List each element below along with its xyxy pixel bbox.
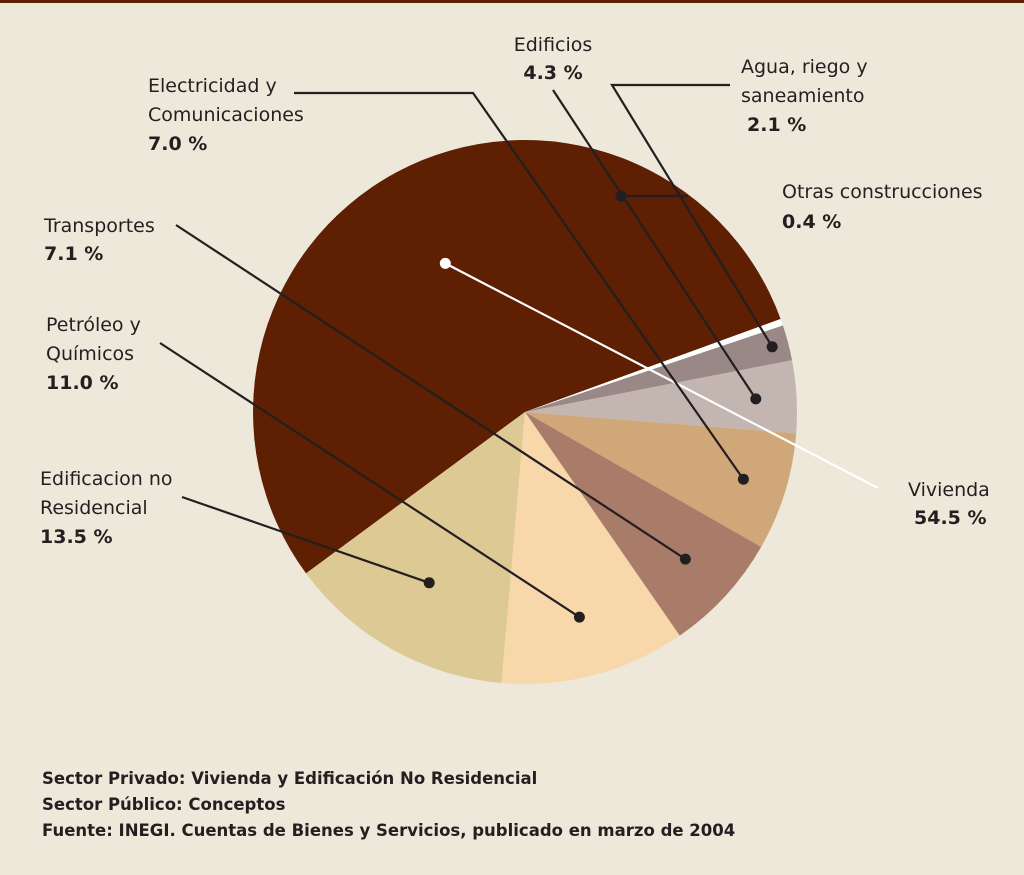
- slice-label-edificacion-no-residencial-line2: Residencial: [40, 497, 148, 519]
- leader-dot-electricidad-y-comunicaciones: [737, 473, 749, 485]
- slice-petroleo-y-quimicos: [501, 412, 680, 684]
- leader-dot-edificacion-no-residencial: [423, 577, 435, 589]
- leader-dot-edificios: [750, 393, 762, 405]
- slice-label-transportes: Transportes: [43, 215, 155, 237]
- leader-dot-agua-riego-y-saneamiento: [766, 341, 778, 353]
- slice-label-electricidad-y-comunicaciones-line1: Electricidad y: [148, 75, 277, 97]
- slice-label-edificacion-no-residencial-line1: Edificacion no: [40, 468, 173, 490]
- slice-vivienda: [253, 140, 781, 574]
- slice-percent-electricidad-y-comunicaciones: 7.0 %: [148, 133, 207, 155]
- slice-labels: Vivienda 54.5 % Edificacion no Residencial 1…: [40, 34, 990, 548]
- leader-line-vivienda: [444, 262, 879, 489]
- slice-label-petroleo-y-quimicos-line2: Químicos: [46, 343, 134, 365]
- slice-label-petroleo-y-quimicos-line1: Petróleo y: [46, 314, 141, 336]
- note-source: Fuente: INEGI. Cuentas de Bienes y Servi…: [42, 821, 736, 840]
- leader-line-petroleo-y-quimicos: [159, 342, 581, 619]
- leader-dot-vivienda: [439, 257, 451, 269]
- slice-percent-edificios: 4.3 %: [523, 62, 582, 84]
- slice-edificios: [525, 360, 797, 434]
- slice-label-vivienda: Vivienda: [908, 479, 990, 501]
- slice-electricidad-y-comunicaciones: [525, 412, 797, 547]
- chart-notes: Sector Privado: Vivienda y Edificación N…: [42, 766, 982, 844]
- slice-percent-transportes: 7.1 %: [44, 243, 103, 265]
- slice-percent-otras-construcciones: 0.4 %: [782, 211, 841, 233]
- leader-line-agua-riego-y-saneamiento: [610, 83, 774, 348]
- slice-label-electricidad-y-comunicaciones-line2: Comunicaciones: [148, 104, 304, 126]
- slice-label-agua-riego-y-saneamiento-line2: saneamiento: [741, 85, 865, 107]
- leader-dot-otras-construcciones: [615, 190, 627, 202]
- slice-label-edificios: Edificios: [514, 34, 593, 56]
- slice-edificacion-no-residencial: [306, 412, 525, 683]
- leader-line-transportes: [175, 224, 687, 561]
- slice-label-otras-construcciones: Otras construcciones: [782, 181, 983, 203]
- slice-percent-agua-riego-y-saneamiento: 2.1 %: [747, 114, 806, 136]
- leader-dot-transportes: [679, 553, 691, 565]
- top-accent-rule: [0, 0, 1024, 3]
- slice-percent-vivienda: 54.5 %: [914, 507, 987, 529]
- leader-line-electricidad-y-comunicaciones: [294, 91, 745, 480]
- slice-percent-edificacion-no-residencial: 13.5 %: [40, 526, 113, 548]
- note-sector-privado: Sector Privado: Vivienda y Edificación N…: [42, 769, 538, 788]
- slice-label-agua-riego-y-saneamiento-line1: Agua, riego y: [741, 56, 868, 78]
- slice-transportes: [525, 412, 762, 636]
- pie-chart: Vivienda 54.5 % Edificacion no Residencial 1…: [40, 34, 990, 684]
- slice-percent-petroleo-y-quimicos: 11.0 %: [46, 372, 119, 394]
- leader-lines: [159, 83, 879, 623]
- leader-line-edificacion-no-residencial: [181, 495, 430, 584]
- slice-agua-riego-y-saneamiento: [525, 325, 793, 412]
- leader-line-edificios: [552, 89, 757, 400]
- note-sector-publico: Sector Público: Conceptos: [42, 795, 286, 814]
- pie-slices: [253, 140, 797, 684]
- leader-dot-petroleo-y-quimicos: [573, 611, 585, 623]
